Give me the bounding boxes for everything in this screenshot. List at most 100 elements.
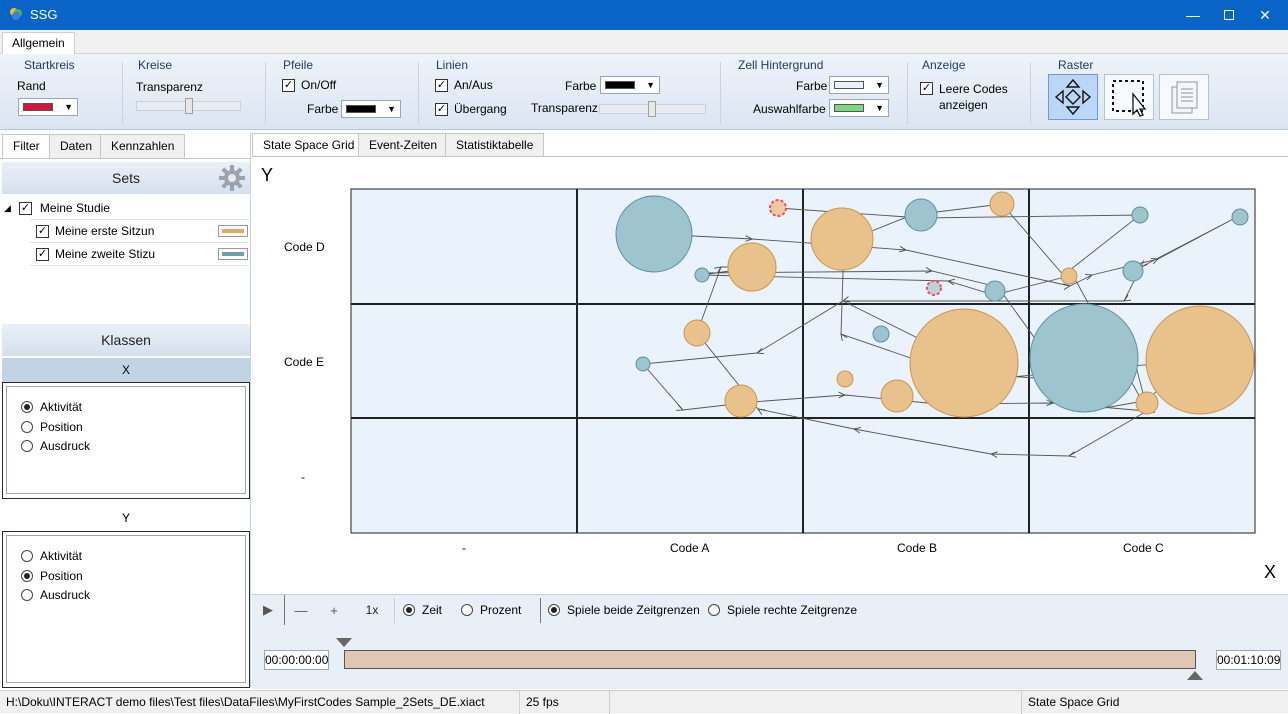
group-linien: Linien bbox=[436, 58, 469, 72]
linien-color-dropdown[interactable]: ▼ bbox=[600, 76, 660, 94]
y-axis-label: Y bbox=[261, 165, 274, 185]
y-option-position[interactable]: Position bbox=[21, 566, 83, 586]
radio-selected-icon bbox=[21, 401, 33, 413]
kreise-transparenz-slider[interactable] bbox=[136, 98, 241, 114]
linien-transparenz-label: Transparenz bbox=[531, 101, 598, 115]
auswahlfarbe-label: Auswahlfarbe bbox=[753, 102, 826, 116]
copy-button[interactable] bbox=[1159, 74, 1209, 120]
data-circles[interactable] bbox=[615, 191, 1255, 418]
tab-state-space-grid[interactable]: State Space Grid bbox=[252, 133, 366, 157]
rand-label: Rand bbox=[17, 79, 46, 93]
tab-kennzahlen[interactable]: Kennzahlen bbox=[100, 134, 186, 158]
checkbox-checked-icon[interactable]: ✓ bbox=[18, 201, 32, 215]
minus-icon: — bbox=[294, 602, 308, 618]
pfeile-farbe-label: Farbe bbox=[307, 102, 339, 116]
radio-icon bbox=[21, 589, 33, 601]
tab-statistiktabelle[interactable]: Statistiktabelle bbox=[445, 133, 545, 157]
tab-allgemein[interactable]: Allgemein bbox=[2, 32, 75, 54]
tree-root-meine-studie[interactable]: ◢ ✓ Meine Studie bbox=[4, 201, 110, 215]
timeline-bar[interactable] bbox=[344, 650, 1196, 669]
group-anzeige: Anzeige bbox=[922, 58, 966, 72]
set-item[interactable]: ✓ Meine zweite Stizu bbox=[36, 247, 248, 261]
gear-icon[interactable] bbox=[218, 164, 246, 192]
right-time-handle[interactable] bbox=[1187, 671, 1203, 680]
linien-uebergang-checkbox[interactable]: ✓ Übergang bbox=[435, 102, 507, 116]
left-time-handle[interactable] bbox=[336, 638, 352, 647]
status-fps: 25 fps bbox=[520, 691, 610, 714]
y-class-header: Y bbox=[121, 511, 130, 525]
x-category-label: Code C bbox=[1123, 541, 1164, 555]
radio-icon bbox=[461, 604, 473, 616]
x-option-position[interactable]: Position bbox=[21, 417, 83, 437]
select-button[interactable] bbox=[1104, 74, 1154, 120]
zeit-radio[interactable]: Zeit bbox=[403, 600, 442, 620]
set-color-swatch[interactable] bbox=[218, 225, 248, 237]
close-button[interactable]: ✕ bbox=[1242, 0, 1288, 30]
copy-icon bbox=[1171, 81, 1198, 114]
zell-color-swatch bbox=[834, 81, 864, 89]
radio-selected-icon bbox=[548, 604, 560, 616]
zell-color-dropdown[interactable]: ▼ bbox=[829, 76, 889, 94]
rechte-zeitgrenze-radio[interactable]: Spiele rechte Zeitgrenze bbox=[708, 600, 857, 620]
minimize-button[interactable]: — bbox=[1170, 0, 1216, 30]
pfeile-onoff-checkbox[interactable]: ✓ On/Off bbox=[282, 78, 337, 92]
chevron-down-icon: ▼ bbox=[875, 80, 884, 90]
y-option-ausdruck[interactable]: Ausdruck bbox=[21, 585, 90, 605]
auswahl-color-dropdown[interactable]: ▼ bbox=[829, 99, 889, 117]
y-category-label: Code D bbox=[284, 240, 325, 254]
linien-anaus-checkbox[interactable]: ✓ An/Aus bbox=[435, 78, 493, 92]
left-panel: Filter Daten Kennzahlen Sets ◢ ✓ Meine S… bbox=[0, 132, 251, 688]
leere-codes-checkbox[interactable]: ✓ Leere Codes anzeigen bbox=[920, 82, 1008, 112]
status-bar: H:\Doku\INTERACT demo files\Test files\D… bbox=[0, 690, 1288, 714]
checkbox-checked-icon[interactable]: ✓ bbox=[36, 247, 49, 261]
chevron-down-icon: ▼ bbox=[646, 80, 655, 90]
slider-thumb[interactable] bbox=[648, 101, 656, 117]
end-time-field[interactable]: 00:01:10:09 bbox=[1216, 650, 1281, 670]
group-startkreis: Startkreis bbox=[24, 58, 75, 72]
move-button[interactable] bbox=[1048, 74, 1098, 120]
chevron-down-icon: ▼ bbox=[64, 102, 73, 112]
title-bar: SSG — ✕ bbox=[0, 0, 1288, 30]
y-category-label: Code E bbox=[284, 355, 325, 369]
tab-daten[interactable]: Daten bbox=[49, 134, 104, 158]
grid-canvas[interactable] bbox=[252, 157, 1288, 593]
y-class-box: Aktivität Position Ausdruck bbox=[2, 531, 250, 688]
timeline: 00:00:00:00 00:01:10:09 bbox=[252, 625, 1288, 689]
group-kreise: Kreise bbox=[138, 58, 173, 72]
klassen-header: Klassen bbox=[2, 324, 250, 356]
y-option-aktivitaet[interactable]: Aktivität bbox=[21, 546, 82, 566]
checkbox-checked-icon: ✓ bbox=[282, 78, 295, 92]
speed-label: 1x bbox=[365, 603, 379, 617]
pfeile-color-dropdown[interactable]: ▼ bbox=[341, 100, 401, 118]
status-spacer bbox=[610, 691, 1022, 714]
slider-thumb[interactable] bbox=[185, 98, 193, 114]
tab-filter[interactable]: Filter bbox=[2, 134, 51, 158]
maximize-button[interactable] bbox=[1206, 0, 1252, 30]
x-option-ausdruck[interactable]: Ausdruck bbox=[21, 436, 90, 456]
menu-bar: Allgemein bbox=[0, 30, 1288, 54]
maximize-icon bbox=[1224, 10, 1234, 20]
slower-button[interactable]: — bbox=[286, 595, 316, 625]
collapse-triangle-icon[interactable]: ◢ bbox=[4, 202, 11, 213]
x-option-aktivitaet[interactable]: Aktivität bbox=[21, 397, 82, 417]
kreise-transparenz-label: Transparenz bbox=[136, 80, 203, 94]
tab-event-zeiten[interactable]: Event-Zeiten bbox=[358, 133, 449, 157]
rand-color-dropdown[interactable]: ▼ bbox=[18, 98, 78, 116]
state-space-grid-panel: Y X Code D Code E - - Code A Code B Code… bbox=[252, 157, 1288, 593]
checkbox-checked-icon: ✓ bbox=[435, 102, 448, 116]
radio-selected-icon bbox=[21, 570, 33, 582]
checkbox-checked-icon[interactable]: ✓ bbox=[36, 224, 49, 238]
play-button[interactable]: ▶ bbox=[252, 595, 285, 625]
close-icon: ✕ bbox=[1259, 6, 1271, 23]
x-class-box: Aktivität Position Ausdruck bbox=[2, 382, 250, 499]
set-item[interactable]: ✓ Meine erste Sitzun bbox=[36, 224, 248, 238]
prozent-radio[interactable]: Prozent bbox=[461, 600, 521, 620]
beide-zeitgrenzen-radio[interactable]: Spiele beide Zeitgrenzen bbox=[548, 600, 700, 620]
radio-selected-icon bbox=[403, 604, 415, 616]
plus-icon: + bbox=[330, 602, 338, 618]
set-color-swatch[interactable] bbox=[218, 248, 248, 260]
start-time-field[interactable]: 00:00:00:00 bbox=[264, 650, 329, 670]
faster-button[interactable]: + bbox=[319, 595, 349, 625]
linien-transparenz-slider[interactable] bbox=[599, 101, 706, 117]
zell-farbe-label: Farbe bbox=[796, 79, 828, 93]
